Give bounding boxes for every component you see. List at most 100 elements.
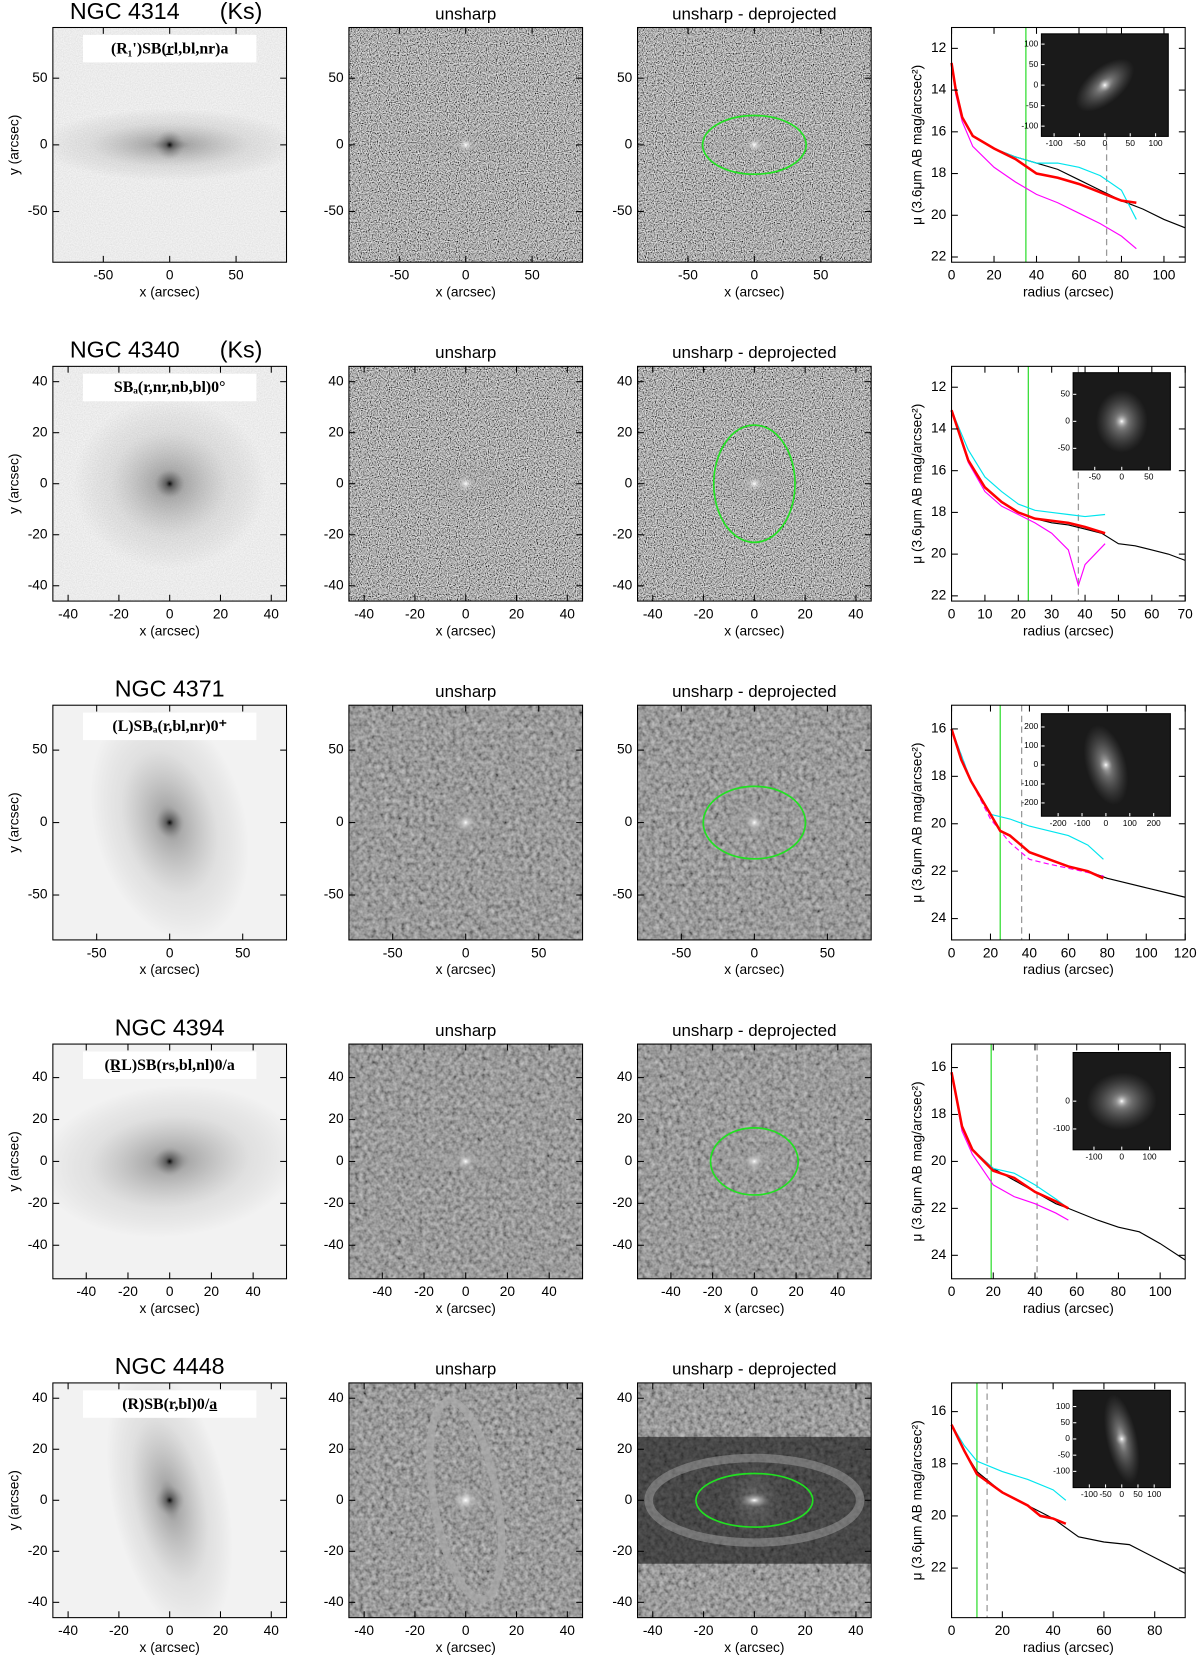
y-tick-label: 18 [931,768,947,783]
chart-title: unsharp - deprojected [672,1360,836,1379]
inset-x-tick-label: 0 [1119,472,1124,482]
frame [637,1382,872,1619]
x-tick-label: 0 [462,1623,470,1638]
x-tick-label: 0 [751,268,759,283]
x-tick-label: 0 [166,268,174,283]
image [52,705,287,940]
ring [426,1397,506,1604]
x-tick-label: 100 [1135,945,1158,960]
inset-y-tick-label: 0 [1034,759,1039,769]
inset-y-tick-label: 0 [1065,416,1070,426]
image [52,366,287,602]
chart-title: unsharp - deprojected [672,1021,836,1040]
galaxy-core [456,813,476,833]
x-tick-label: -50 [389,268,409,283]
y-tick-label: -20 [324,526,344,541]
inset-x-tick-label: -100 [1074,818,1091,828]
inset-y-tick-label: 100 [1056,1401,1070,1411]
y-tick-label: -40 [28,1237,48,1252]
x-axis-label: radius (arcsec) [1023,285,1114,300]
y-tick-label: 18 [931,1455,947,1470]
x-tick-label: 20 [798,606,814,621]
y-axis-label: y (arcsec) [6,1131,21,1191]
x-tick-label: -40 [372,1284,392,1299]
panel: -50 0 50 -50 0 50 x (arcsec) unsharp - deprojec… [612,4,872,300]
inset-y-tick-label: 200 [1024,721,1038,731]
y-axis-label: y (arcsec) [6,454,21,514]
y-tick-label: -40 [28,1594,48,1609]
annotation-box [82,373,257,402]
x-axis-label: radius (arcsec) [1023,1301,1114,1316]
inset-x-tick-label: 0 [1104,818,1109,828]
y-tick-label: 20 [931,815,947,830]
y-tick-label: -20 [612,526,632,541]
x-tick-label: -20 [694,606,714,621]
inset-y-tick-label: -100 [1053,1123,1070,1133]
inset-y-tick-label: 0 [1065,1095,1070,1105]
panel: -40 -20 0 20 40 -40 -20 0 20 40 x (arcsec) unsharp … [612,1021,872,1316]
profile-line [950,728,1104,880]
x-tick-label: 0 [948,606,956,621]
x-tick-label: -20 [694,1623,714,1638]
y-tick-label: 0 [40,814,48,829]
x-tick-label: -40 [58,1623,78,1638]
galaxy-core [154,1485,185,1516]
x-tick-label: 10 [977,606,993,621]
x-tick-label: 0 [751,606,759,621]
x-tick-label: 40 [1045,1623,1061,1638]
x-tick-label: -40 [643,1623,663,1638]
galaxy-core [744,1151,764,1171]
x-axis-label: x (arcsec) [436,285,496,300]
frame [951,1382,1186,1619]
x-tick-label: 60 [1069,1284,1085,1299]
panel: -40 -20 0 20 40 -40 -20 0 20 40 x (arcsec) unsharp … [612,343,872,638]
x-tick-label: 80 [1114,268,1130,283]
panel: -50 0 50 -50 0 50 x (arcsec) y (arcsec) NGC 4314… [6,0,288,300]
y-tick-label: 22 [931,1560,946,1575]
x-axis-label: x (arcsec) [724,962,784,977]
chart-title: unsharp - deprojected [672,682,836,701]
y-tick-label: 16 [931,462,947,477]
x-tick-label: 0 [751,945,759,960]
classification: (R)SB(r,bl)0/a̲ [122,1396,217,1413]
y-tick-label: 40 [617,1069,633,1084]
inset-x-tick-label: 0 [1119,1151,1124,1161]
x-tick-label: 0 [462,268,470,283]
profile-line [950,1071,1069,1210]
x-tick-label: 40 [1077,606,1093,621]
inset-y-tick-label: -50 [1026,100,1039,110]
galaxy-core [456,135,476,155]
galaxy-core [456,474,476,494]
y-tick-label: -20 [612,1543,632,1558]
y-tick-label: 50 [328,742,344,757]
x-tick-label: 0 [166,606,174,621]
bar-ellipse [702,785,807,860]
annotation-box [82,1390,257,1418]
y-tick-label: -50 [28,203,48,218]
inset-y-tick-label: 0 [1034,79,1039,89]
y-tick-label: 22 [931,1200,946,1215]
inset-core [1115,1432,1129,1446]
image [52,1044,287,1279]
frame [348,26,584,263]
x-axis-label: x (arcsec) [436,962,496,977]
inset-x-tick-label: -50 [1089,472,1102,482]
panel: -40 -20 0 20 40 -40 -20 0 20 40 x (arcsec) y (arcse… [6,1353,288,1655]
annotation-box [82,34,257,63]
y-tick-label: 20 [328,1441,344,1456]
image [348,1044,583,1279]
x-tick-label: 120 [1174,945,1197,960]
y-tick-label: 40 [32,1390,48,1405]
x-tick-label: -50 [87,945,107,960]
image [52,27,287,263]
y-tick-label: 0 [336,136,344,151]
y-tick-label: 16 [931,1403,947,1418]
x-tick-label: 0 [948,1284,956,1299]
panel: -40 -20 0 20 40 -40 -20 0 20 40 x (arcsec) y (arcse… [6,337,288,638]
x-tick-label: 40 [1027,1284,1043,1299]
x-tick-label: 80 [1100,945,1116,960]
x-tick-label: 60 [1071,268,1087,283]
panel: -100 0 100 -100 0 0 20 40 60 80 100 16 18 20 22 24 radiu… [909,1043,1186,1316]
frame [637,365,872,602]
inset-y-tick-label: 50 [1061,389,1071,399]
